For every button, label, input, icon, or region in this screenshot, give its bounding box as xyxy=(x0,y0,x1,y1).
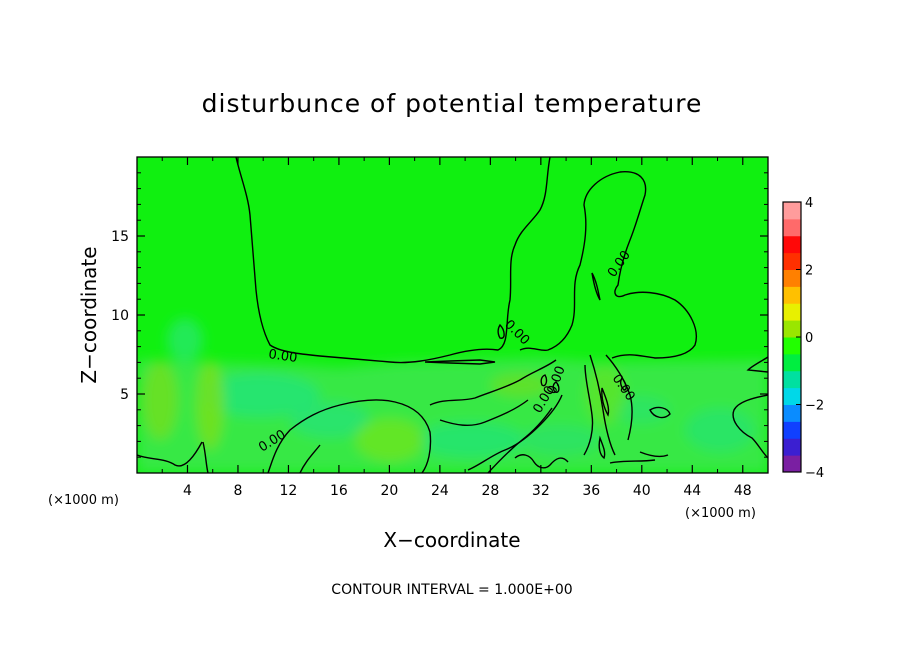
colorbar-swatch xyxy=(783,370,801,389)
colorbar-swatch xyxy=(783,235,801,254)
x-tick-label: 44 xyxy=(683,483,701,499)
y-tick-label: 5 xyxy=(120,387,129,403)
plot-area: 0.00 0.00 0.00 0.00 0.00 0.00 0.00 xyxy=(137,157,768,473)
x-tick-label: 16 xyxy=(330,483,348,499)
contour-interval-label: CONTOUR INTERVAL = 1.000E+00 xyxy=(331,582,572,598)
chart-title: disturbunce of potential temperature xyxy=(202,89,703,118)
x-tick-label: 4 xyxy=(183,483,192,499)
x-tick-label: 32 xyxy=(532,483,550,499)
x-axis-title: X−coordinate xyxy=(383,528,520,552)
x-tick-label: 8 xyxy=(233,483,242,499)
y-tick-label: 15 xyxy=(111,229,129,245)
x-unit-label-left: (×1000 m) xyxy=(48,493,119,508)
colorbar-swatch xyxy=(783,218,801,237)
colorbar-tick-label: 0 xyxy=(805,331,813,346)
colorbar-tick-label: 2 xyxy=(805,264,813,279)
colorbar-swatch xyxy=(783,303,801,321)
colorbar-swatch xyxy=(783,387,801,405)
x-tick-label: 24 xyxy=(431,483,449,499)
x-tick-label: 28 xyxy=(481,483,499,499)
contour-lines xyxy=(137,157,768,473)
colorbar-tick-label: 4 xyxy=(805,196,813,211)
colorbar-swatch xyxy=(783,353,801,372)
colorbar-swatch xyxy=(783,269,801,287)
colorbar-swatch xyxy=(783,438,801,456)
colorbar-tick-label: −2 xyxy=(805,399,824,414)
x-tick-label: 20 xyxy=(380,483,398,499)
x-tick-label: 12 xyxy=(280,483,298,499)
colorbar-swatch xyxy=(783,337,801,355)
contour-label: 0.00 xyxy=(267,347,298,366)
colorbar-swatch xyxy=(783,252,801,270)
colorbar-tick-label: −4 xyxy=(805,466,824,481)
colorbar-swatch xyxy=(783,286,801,304)
x-tick-label: 36 xyxy=(582,483,600,499)
colorbar: 4 2 0 −2 −4 xyxy=(782,196,824,481)
y-axis-title: Z−coordinate xyxy=(77,246,101,383)
x-tick-label: 40 xyxy=(633,483,651,499)
x-unit-label-right: (×1000 m) xyxy=(685,506,756,521)
colorbar-swatch xyxy=(783,404,801,422)
y-tick-label: 10 xyxy=(111,308,129,324)
colorbar-swatch xyxy=(783,455,801,473)
colorbar-swatch xyxy=(783,202,801,220)
y-axis: 5 10 15 xyxy=(111,172,768,458)
x-axis: 4 8 12 16 20 24 28 32 36 40 44 48 xyxy=(161,157,752,499)
x-tick-label: 48 xyxy=(734,483,752,499)
colorbar-swatch xyxy=(783,421,801,439)
colorbar-swatch xyxy=(783,320,801,338)
